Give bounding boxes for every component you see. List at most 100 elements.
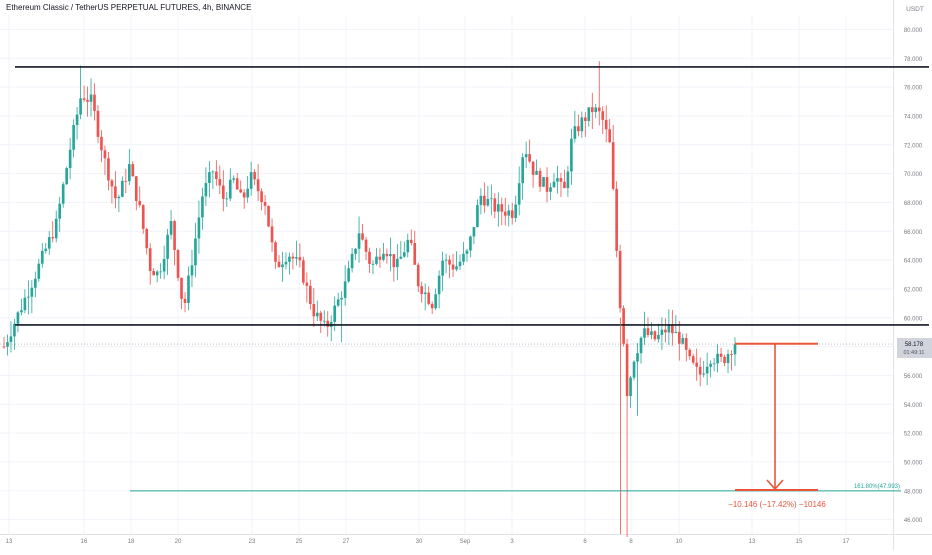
- candle-body: [13, 323, 16, 337]
- candle-body: [698, 366, 702, 375]
- candle-body: [267, 205, 270, 227]
- candle-body: [702, 373, 705, 375]
- candle-body: [535, 170, 538, 175]
- candle-body: [127, 164, 131, 182]
- candle-body: [507, 210, 511, 216]
- candle-body: [183, 298, 187, 303]
- x-tick-label: 30: [416, 539, 423, 545]
- candle-body: [723, 356, 726, 364]
- candle-body: [103, 150, 107, 159]
- candle-body: [253, 172, 256, 180]
- y-tick-label: 70.000: [904, 172, 923, 178]
- x-tick-label: 23: [249, 539, 256, 545]
- y-tick-label: 52.000: [904, 432, 923, 438]
- candle-body: [632, 361, 636, 378]
- y-tick-label: 76.000: [904, 86, 923, 92]
- candle-body: [47, 237, 51, 249]
- y-tick-label: 48.000: [904, 489, 923, 495]
- candle-body: [444, 259, 448, 261]
- candle-body: [270, 226, 274, 243]
- candle-body: [608, 129, 612, 143]
- candle-body: [726, 354, 730, 364]
- candle-body: [176, 250, 180, 278]
- candle-body: [194, 238, 197, 266]
- candle-body: [51, 237, 55, 239]
- candle-body: [263, 201, 267, 206]
- y-tick-label: 66.000: [904, 230, 923, 236]
- candle-body: [23, 297, 27, 311]
- candle-body: [493, 198, 497, 212]
- candle-body: [462, 253, 465, 262]
- candle-body: [521, 157, 524, 184]
- candle-body: [483, 195, 486, 206]
- candle-body: [326, 320, 330, 327]
- candle-body: [40, 250, 44, 264]
- x-tick-label: 8: [629, 539, 633, 545]
- candle-body: [500, 204, 504, 212]
- candle-body: [594, 107, 598, 113]
- candle-body: [333, 305, 337, 322]
- y-tick-label: 78.000: [904, 57, 923, 63]
- candle-body: [458, 261, 462, 267]
- x-tick-label: 18: [128, 539, 135, 545]
- candle-body: [604, 119, 608, 130]
- candle-body: [246, 188, 249, 198]
- candle-body: [225, 198, 229, 200]
- candle-body: [691, 356, 695, 363]
- candle-body: [695, 362, 699, 367]
- candle-body: [486, 199, 490, 206]
- candle-body: [451, 264, 455, 270]
- candle-body: [684, 338, 688, 350]
- candle-body: [538, 170, 542, 187]
- y-tick-label: 60.000: [904, 316, 923, 322]
- candle-body: [131, 164, 135, 177]
- candle-body: [361, 233, 364, 240]
- candle-body: [556, 178, 559, 182]
- candle-body: [82, 98, 86, 100]
- x-tick-label: 17: [843, 539, 850, 545]
- candle-body: [657, 334, 660, 340]
- candle-body: [288, 256, 291, 262]
- candle-body: [496, 204, 500, 212]
- candle-body: [705, 366, 709, 374]
- candle-body: [636, 353, 639, 362]
- y-tick-label: 72.000: [904, 143, 923, 149]
- candle-body: [309, 285, 312, 305]
- candle-body: [141, 205, 145, 229]
- measure-label: −10.146 (−17.42%) −10146: [728, 500, 826, 509]
- candle-body: [93, 94, 96, 111]
- last-price-label: 58.178: [905, 342, 924, 348]
- candle-body: [357, 233, 361, 249]
- candle-body: [420, 286, 424, 295]
- candle-body: [6, 342, 9, 347]
- candle-body: [441, 260, 444, 276]
- y-tick-label: 62.000: [904, 287, 923, 293]
- candle-body: [660, 329, 664, 335]
- candle-body: [284, 261, 288, 265]
- candle-body: [709, 363, 712, 367]
- candle-body: [517, 183, 521, 205]
- candle-body: [239, 189, 243, 193]
- candle-body: [107, 158, 110, 181]
- candle-body: [291, 256, 295, 259]
- candle-body: [242, 192, 246, 198]
- candle-body: [664, 329, 667, 333]
- candle-body: [295, 257, 298, 259]
- x-tick-label: 13: [749, 539, 756, 545]
- candle-body: [30, 287, 34, 297]
- candle-body: [2, 346, 6, 348]
- candle-body: [524, 154, 528, 158]
- x-tick-label: 20: [175, 539, 182, 545]
- candle-body: [159, 271, 162, 273]
- candle-body: [152, 271, 156, 276]
- candle-body: [305, 282, 309, 286]
- candle-body: [490, 198, 493, 200]
- candle-body: [340, 297, 343, 300]
- candle-body: [430, 303, 434, 309]
- candle-body: [531, 161, 535, 175]
- candle-body: [86, 99, 89, 102]
- candle-body: [65, 168, 68, 185]
- candle-body: [559, 178, 563, 182]
